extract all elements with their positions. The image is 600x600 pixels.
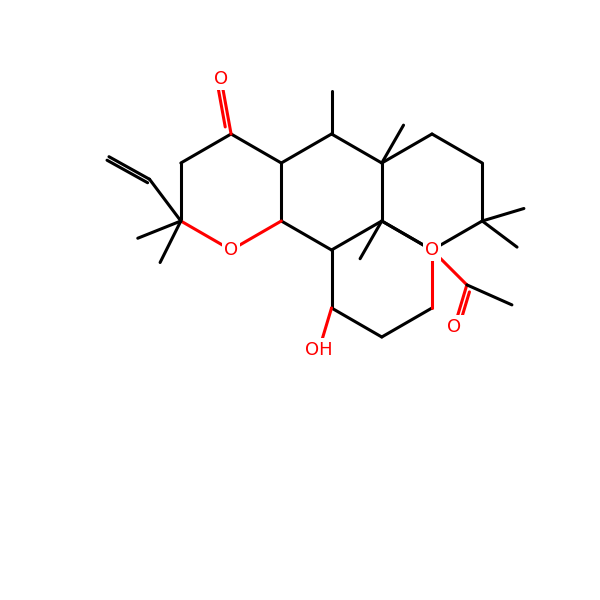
Text: O: O <box>214 70 228 88</box>
Text: O: O <box>447 317 461 335</box>
Text: O: O <box>224 241 238 259</box>
Text: O: O <box>425 241 439 259</box>
Text: OH: OH <box>305 341 333 359</box>
